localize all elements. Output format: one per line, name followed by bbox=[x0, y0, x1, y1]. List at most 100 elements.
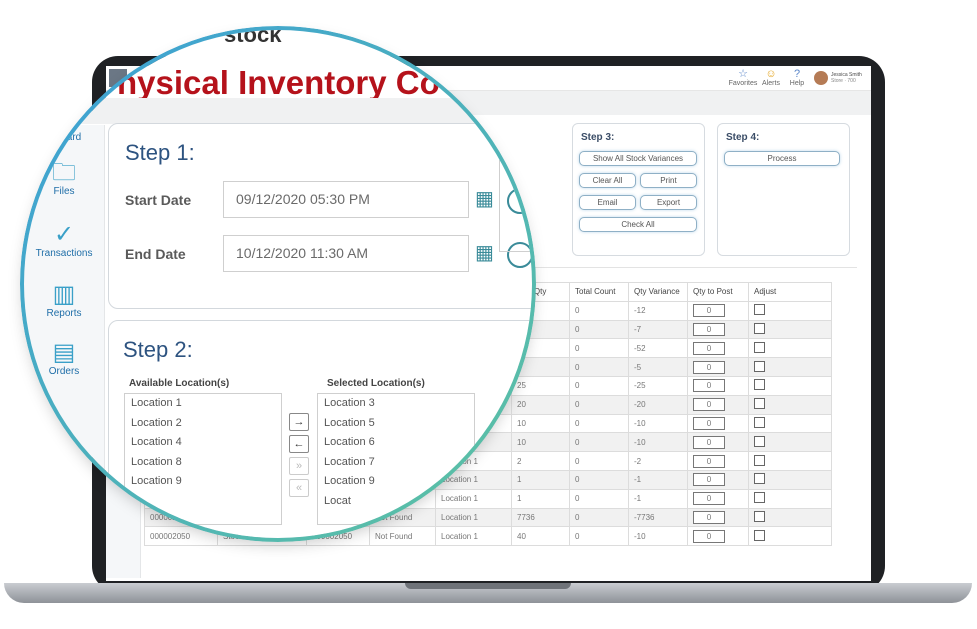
sidebar-item-dashboard[interactable]: ard bbox=[39, 132, 109, 143]
sidebar-item-transactions[interactable]: ✓ Transactions bbox=[29, 222, 99, 260]
available-locations-list[interactable]: Location 1 Location 2 Location 4 Location 8… bbox=[124, 393, 282, 525]
adjust-cell bbox=[748, 488, 832, 509]
step2-card: Step 2: Available Location(s) Selected L… bbox=[108, 320, 532, 538]
sidebar-item-label: Reports bbox=[46, 308, 82, 319]
adjust-checkbox[interactable] bbox=[754, 398, 765, 410]
qty-to-post-input[interactable]: 0 bbox=[693, 510, 725, 524]
end-calendar-icon[interactable]: ▦ bbox=[475, 242, 494, 264]
adjust-checkbox[interactable] bbox=[754, 416, 765, 428]
move-all-right-icon[interactable]: » bbox=[289, 457, 309, 475]
laptop-base bbox=[4, 583, 972, 603]
sidebar-item-orders[interactable]: ▤ Orders bbox=[29, 340, 99, 378]
adjust-checkbox[interactable] bbox=[754, 510, 765, 522]
check-all-button[interactable]: Check All bbox=[579, 217, 697, 232]
adjust-cell bbox=[748, 300, 832, 321]
alerts-label: Alerts bbox=[762, 80, 780, 87]
page-title: nysical Inventory Co bbox=[117, 64, 440, 101]
location-item[interactable]: Location 8 bbox=[131, 455, 182, 468]
adjust-checkbox[interactable] bbox=[754, 492, 765, 504]
location-item[interactable]: Locat bbox=[324, 494, 351, 507]
qty-to-post-input[interactable]: 0 bbox=[693, 341, 725, 355]
files-icon: 🗀 bbox=[52, 159, 76, 186]
step4-card: Step 4: Process bbox=[717, 123, 850, 256]
title-bar-zoom bbox=[24, 98, 532, 124]
qty-variance-cell: -20 bbox=[628, 394, 688, 415]
qty-to-post-input[interactable]: 0 bbox=[693, 379, 725, 393]
location-item[interactable]: Location 6 bbox=[324, 436, 375, 449]
qty-to-post-cell: 0 bbox=[687, 300, 749, 321]
adjust-cell bbox=[748, 413, 832, 434]
step4-title: Step 4: bbox=[726, 132, 760, 143]
page-subtitle-partial: stock bbox=[224, 30, 282, 47]
favorites-button[interactable]: ☆ Favorites bbox=[728, 69, 758, 88]
export-button[interactable]: Export bbox=[640, 195, 697, 210]
total-count-cell: 0 bbox=[569, 300, 629, 321]
qty-variance-cell: -1 bbox=[628, 488, 688, 509]
qty-to-post-input[interactable]: 0 bbox=[693, 454, 725, 468]
qty-to-post-input[interactable]: 0 bbox=[693, 322, 725, 336]
qty-to-post-input[interactable]: 0 bbox=[693, 473, 725, 487]
adjust-checkbox[interactable] bbox=[754, 435, 765, 447]
adjust-checkbox[interactable] bbox=[754, 304, 765, 316]
selected-locations-list[interactable]: Location 3 Location 5 Location 6 Location 7… bbox=[317, 393, 475, 525]
clear-all-button[interactable]: Clear All bbox=[579, 173, 636, 188]
qty-to-post-input[interactable]: 0 bbox=[693, 360, 725, 374]
start-calendar-icon[interactable]: ▦ bbox=[475, 188, 494, 210]
qty-to-post-input[interactable]: 0 bbox=[693, 529, 725, 543]
adjust-checkbox[interactable] bbox=[754, 341, 765, 353]
location-item[interactable]: Location 4 bbox=[131, 436, 182, 449]
location-item[interactable]: Location 3 bbox=[324, 397, 375, 409]
step3-card: Step 3: Show All Stock Variances Clear A… bbox=[572, 123, 705, 256]
start-date-input[interactable]: 09/12/2020 05:30 PM bbox=[223, 181, 469, 218]
start-date-label: Start Date bbox=[125, 192, 192, 208]
move-left-icon[interactable]: ← bbox=[289, 435, 309, 453]
adjust-checkbox[interactable] bbox=[754, 379, 765, 391]
user-name: Jessica Smith bbox=[831, 72, 862, 78]
qty-to-post-input[interactable]: 0 bbox=[693, 416, 725, 430]
qty-to-post-cell: 0 bbox=[687, 507, 749, 528]
col-qty-variance: Qty Variance bbox=[628, 282, 688, 302]
location-item[interactable]: Location 5 bbox=[324, 416, 375, 429]
email-button[interactable]: Email bbox=[579, 195, 636, 210]
qty-to-post-input[interactable]: 0 bbox=[693, 492, 725, 506]
adjust-cell bbox=[748, 451, 832, 471]
show-all-variances-button[interactable]: Show All Stock Variances bbox=[579, 151, 697, 166]
adjust-checkbox[interactable] bbox=[754, 322, 765, 334]
adjust-checkbox[interactable] bbox=[754, 360, 765, 372]
qty-to-post-cell: 0 bbox=[687, 413, 749, 434]
qty-to-post-input[interactable]: 0 bbox=[693, 304, 725, 318]
total-count-cell: 0 bbox=[569, 357, 629, 377]
process-button[interactable]: Process bbox=[724, 151, 840, 166]
selected-locations-label-partial: ed Location(s) bbox=[499, 152, 531, 158]
sidebar-item-files[interactable]: 🗀 Files bbox=[29, 159, 99, 198]
adjust-checkbox[interactable] bbox=[754, 529, 765, 541]
user-avatar[interactable] bbox=[814, 71, 828, 85]
qty-to-post-input[interactable]: 0 bbox=[693, 435, 725, 449]
location-item[interactable]: Location 7 bbox=[324, 455, 375, 468]
move-right-icon[interactable]: → bbox=[289, 413, 309, 431]
print-button[interactable]: Print bbox=[640, 173, 697, 188]
qty-to-post-input[interactable]: 0 bbox=[693, 398, 725, 412]
alerts-button[interactable]: ☺ Alerts bbox=[756, 69, 786, 88]
qty-variance-cell: -7 bbox=[628, 319, 688, 340]
location-item[interactable]: Location 9 bbox=[324, 475, 375, 488]
qty-to-post-cell: 0 bbox=[687, 469, 749, 490]
selected-locations-label: Selected Location(s) bbox=[327, 378, 425, 389]
user-menu[interactable]: Jessica Smith Store · 700 bbox=[831, 72, 862, 84]
adjust-checkbox[interactable] bbox=[754, 454, 765, 466]
location-item[interactable]: Location 9 bbox=[131, 475, 182, 488]
total-count-cell: 0 bbox=[569, 319, 629, 340]
total-count-cell: 0 bbox=[569, 394, 629, 415]
sidebar-item-reports[interactable]: ▥ Reports bbox=[29, 282, 99, 320]
qty-variance-cell: -7736 bbox=[628, 507, 688, 528]
adjust-checkbox[interactable] bbox=[754, 473, 765, 485]
qty-variance-cell: -1 bbox=[628, 469, 688, 490]
location-item[interactable]: Location 2 bbox=[131, 416, 182, 429]
magnifier: nysical Inventory Co stock ard 🗀 Files ✓… bbox=[24, 30, 532, 538]
qty-to-post-cell: 0 bbox=[687, 526, 749, 547]
move-all-left-icon[interactable]: « bbox=[289, 479, 309, 497]
location-item[interactable]: Location 1 bbox=[131, 397, 182, 409]
help-button[interactable]: ? Help bbox=[782, 69, 812, 88]
qty-to-post-cell: 0 bbox=[687, 432, 749, 453]
end-date-input[interactable]: 10/12/2020 11:30 AM bbox=[223, 235, 469, 272]
